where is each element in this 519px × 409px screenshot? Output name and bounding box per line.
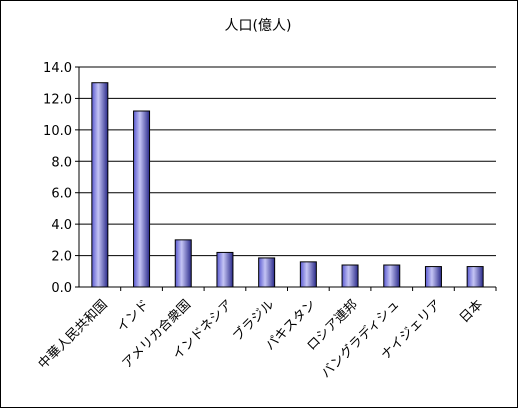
y-tick-label: 6.0: [51, 187, 72, 202]
y-tick-label: 0.0: [51, 281, 72, 296]
bar: [216, 251, 234, 288]
bar: [258, 257, 276, 288]
bars: [91, 82, 484, 288]
y-tick-label: 8.0: [51, 155, 72, 170]
bar: [174, 239, 192, 288]
y-tick-label: 12.0: [43, 92, 72, 107]
bar: [91, 82, 109, 288]
bar: [341, 264, 359, 288]
y-tick-label: 4.0: [51, 218, 72, 233]
bar: [466, 266, 484, 288]
bar: [133, 110, 151, 288]
bar: [299, 261, 317, 288]
bar: [383, 264, 401, 288]
y-tick-label: 2.0: [51, 250, 72, 265]
bar: [424, 266, 442, 288]
y-tick-label: 14.0: [43, 61, 72, 76]
y-tick-label: 10.0: [43, 124, 72, 139]
y-tick-labels: 0.0 2.0 4.0 6.0 8.0 10.0 12.0 14.0: [43, 61, 72, 296]
chart-title: 人口(億人): [225, 18, 292, 34]
